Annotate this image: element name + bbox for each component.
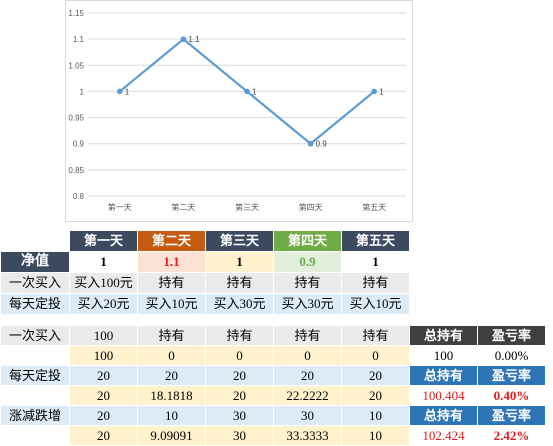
nav-label: 净值 xyxy=(0,251,70,273)
data-point xyxy=(244,88,250,95)
header-day3: 第三天 xyxy=(205,230,274,252)
contra-row1-cell: 10 xyxy=(137,405,206,426)
rate-header: 盈亏率 xyxy=(477,405,546,426)
dca-cell: 买入30元 xyxy=(205,293,274,315)
dca-row1-cell: 20 xyxy=(137,365,206,386)
dca-cell: 买入20元 xyxy=(69,293,138,315)
dca-row2-cell: 20 xyxy=(205,385,274,406)
nav-value: 0.9 xyxy=(273,251,342,273)
dca-label: 每天定投 xyxy=(0,365,70,386)
dca-row1-cell: 20 xyxy=(341,365,410,386)
total-header: 总持有 xyxy=(409,365,478,386)
lump-cell: 持有 xyxy=(205,272,274,294)
blank-cell xyxy=(0,345,70,366)
lump-row1-cell: 持有 xyxy=(273,325,342,346)
dca-rate: 0.40% xyxy=(477,385,546,406)
contra-row1-cell: 20 xyxy=(69,405,138,426)
blank-cell xyxy=(0,385,70,406)
lump-cell: 持有 xyxy=(137,272,206,294)
data-point xyxy=(117,88,123,95)
contra-row2-cell: 33.3333 xyxy=(273,425,342,446)
x-tick-label: 第五天 xyxy=(362,202,386,212)
dca-cell: 买入30元 xyxy=(273,293,342,315)
data-label: 1.1 xyxy=(188,35,200,44)
y-tick-label: 1.05 xyxy=(68,61,84,70)
dca-row2-cell: 20 xyxy=(69,385,138,406)
dca-row1-cell: 20 xyxy=(205,365,274,386)
lump-row1-cell: 持有 xyxy=(137,325,206,346)
line-chart: 0.8 0.85 0.9 0.95 1 1.05 1.1 1.15 第一天 第二天 第三天 第四天 第五… xyxy=(65,0,413,222)
lump-row1-cell: 100 xyxy=(69,325,138,346)
x-tick-label: 第一天 xyxy=(108,202,132,212)
contra-rate: 2.42% xyxy=(477,425,546,446)
dca-label: 每天定投 xyxy=(0,293,70,315)
lump-row1-cell: 持有 xyxy=(205,325,274,346)
nav-value: 1 xyxy=(69,251,138,273)
contra-total: 102.424 xyxy=(409,425,478,446)
lump-row2-cell: 0 xyxy=(273,345,342,366)
dca-row2-cell: 22.2222 xyxy=(273,385,342,406)
nav-value: 1 xyxy=(341,251,410,273)
lump-row1-cell: 持有 xyxy=(341,325,410,346)
header-day2: 第二天 xyxy=(137,230,206,252)
header-day4: 第四天 xyxy=(273,230,342,252)
y-tick-label: 0.95 xyxy=(68,114,84,123)
rate-header: 盈亏率 xyxy=(477,325,546,346)
x-tick-label: 第二天 xyxy=(171,202,195,212)
x-tick-label: 第四天 xyxy=(299,202,323,212)
contra-label: 涨减跌增 xyxy=(0,405,70,426)
nav-value: 1 xyxy=(205,251,274,273)
lump-cell: 持有 xyxy=(273,272,342,294)
lump-total: 100 xyxy=(409,345,478,366)
nav-value: 1.1 xyxy=(137,251,206,273)
contra-row1-cell: 10 xyxy=(341,405,410,426)
lump-row2-cell: 100 xyxy=(69,345,138,366)
data-label: 1 xyxy=(379,87,384,96)
header-day5: 第五天 xyxy=(341,230,410,252)
y-tick-label: 1.1 xyxy=(73,35,85,44)
y-tick-label: 0.9 xyxy=(73,140,85,149)
lump-cell: 买入100元 xyxy=(69,272,138,294)
contra-row2-cell: 10 xyxy=(341,425,410,446)
contra-row2-cell: 9.09091 xyxy=(137,425,206,446)
dca-row1-cell: 20 xyxy=(69,365,138,386)
lump-rate: 0.00% xyxy=(477,345,546,366)
nav-table: 第一天 第二天 第三天 第四天 第五天 净值 1 1.1 1 0.9 1 一次买… xyxy=(0,230,410,315)
rate-header: 盈亏率 xyxy=(477,365,546,386)
y-tick-label: 1.15 xyxy=(68,9,84,18)
lump-label: 一次买入 xyxy=(0,325,70,346)
x-tick-label: 第三天 xyxy=(235,202,259,212)
lump-row2-cell: 0 xyxy=(205,345,274,366)
comparison-table: 一次买入 100 持有 持有 持有 持有 总持有 盈亏率 100 0 0 0 0… xyxy=(0,325,546,446)
total-header: 总持有 xyxy=(409,405,478,426)
y-tick-label: 0.8 xyxy=(73,192,85,201)
data-point xyxy=(371,88,378,95)
lump-cell: 持有 xyxy=(341,272,410,294)
header-day1: 第一天 xyxy=(69,230,138,252)
data-point xyxy=(307,140,314,147)
data-point xyxy=(180,36,187,42)
contra-row1-cell: 30 xyxy=(273,405,342,426)
data-label: 1 xyxy=(252,87,257,96)
dca-row2-cell: 20 xyxy=(341,385,410,406)
lump-label: 一次买入 xyxy=(0,272,70,294)
dca-row1-cell: 20 xyxy=(273,365,342,386)
data-label: 0.9 xyxy=(316,140,328,149)
corner-cell xyxy=(0,230,70,252)
data-label: 1 xyxy=(125,87,130,96)
y-tick-label: 1 xyxy=(80,87,85,96)
contra-row1-cell: 30 xyxy=(205,405,274,426)
lump-row2-cell: 0 xyxy=(137,345,206,366)
total-header: 总持有 xyxy=(409,325,478,346)
contra-row2-cell: 20 xyxy=(69,425,138,446)
y-tick-label: 0.85 xyxy=(68,166,84,175)
dca-cell: 买入10元 xyxy=(341,293,410,315)
chart-svg: 0.8 0.85 0.9 0.95 1 1.05 1.1 1.15 第一天 第二天 第三天 第四天 第五… xyxy=(68,9,406,212)
contra-row2-cell: 30 xyxy=(205,425,274,446)
blank-cell xyxy=(0,425,70,446)
dca-row2-cell: 18.1818 xyxy=(137,385,206,406)
dca-cell: 买入10元 xyxy=(137,293,206,315)
lump-row2-cell: 0 xyxy=(341,345,410,366)
dca-total: 100.404 xyxy=(409,385,478,406)
